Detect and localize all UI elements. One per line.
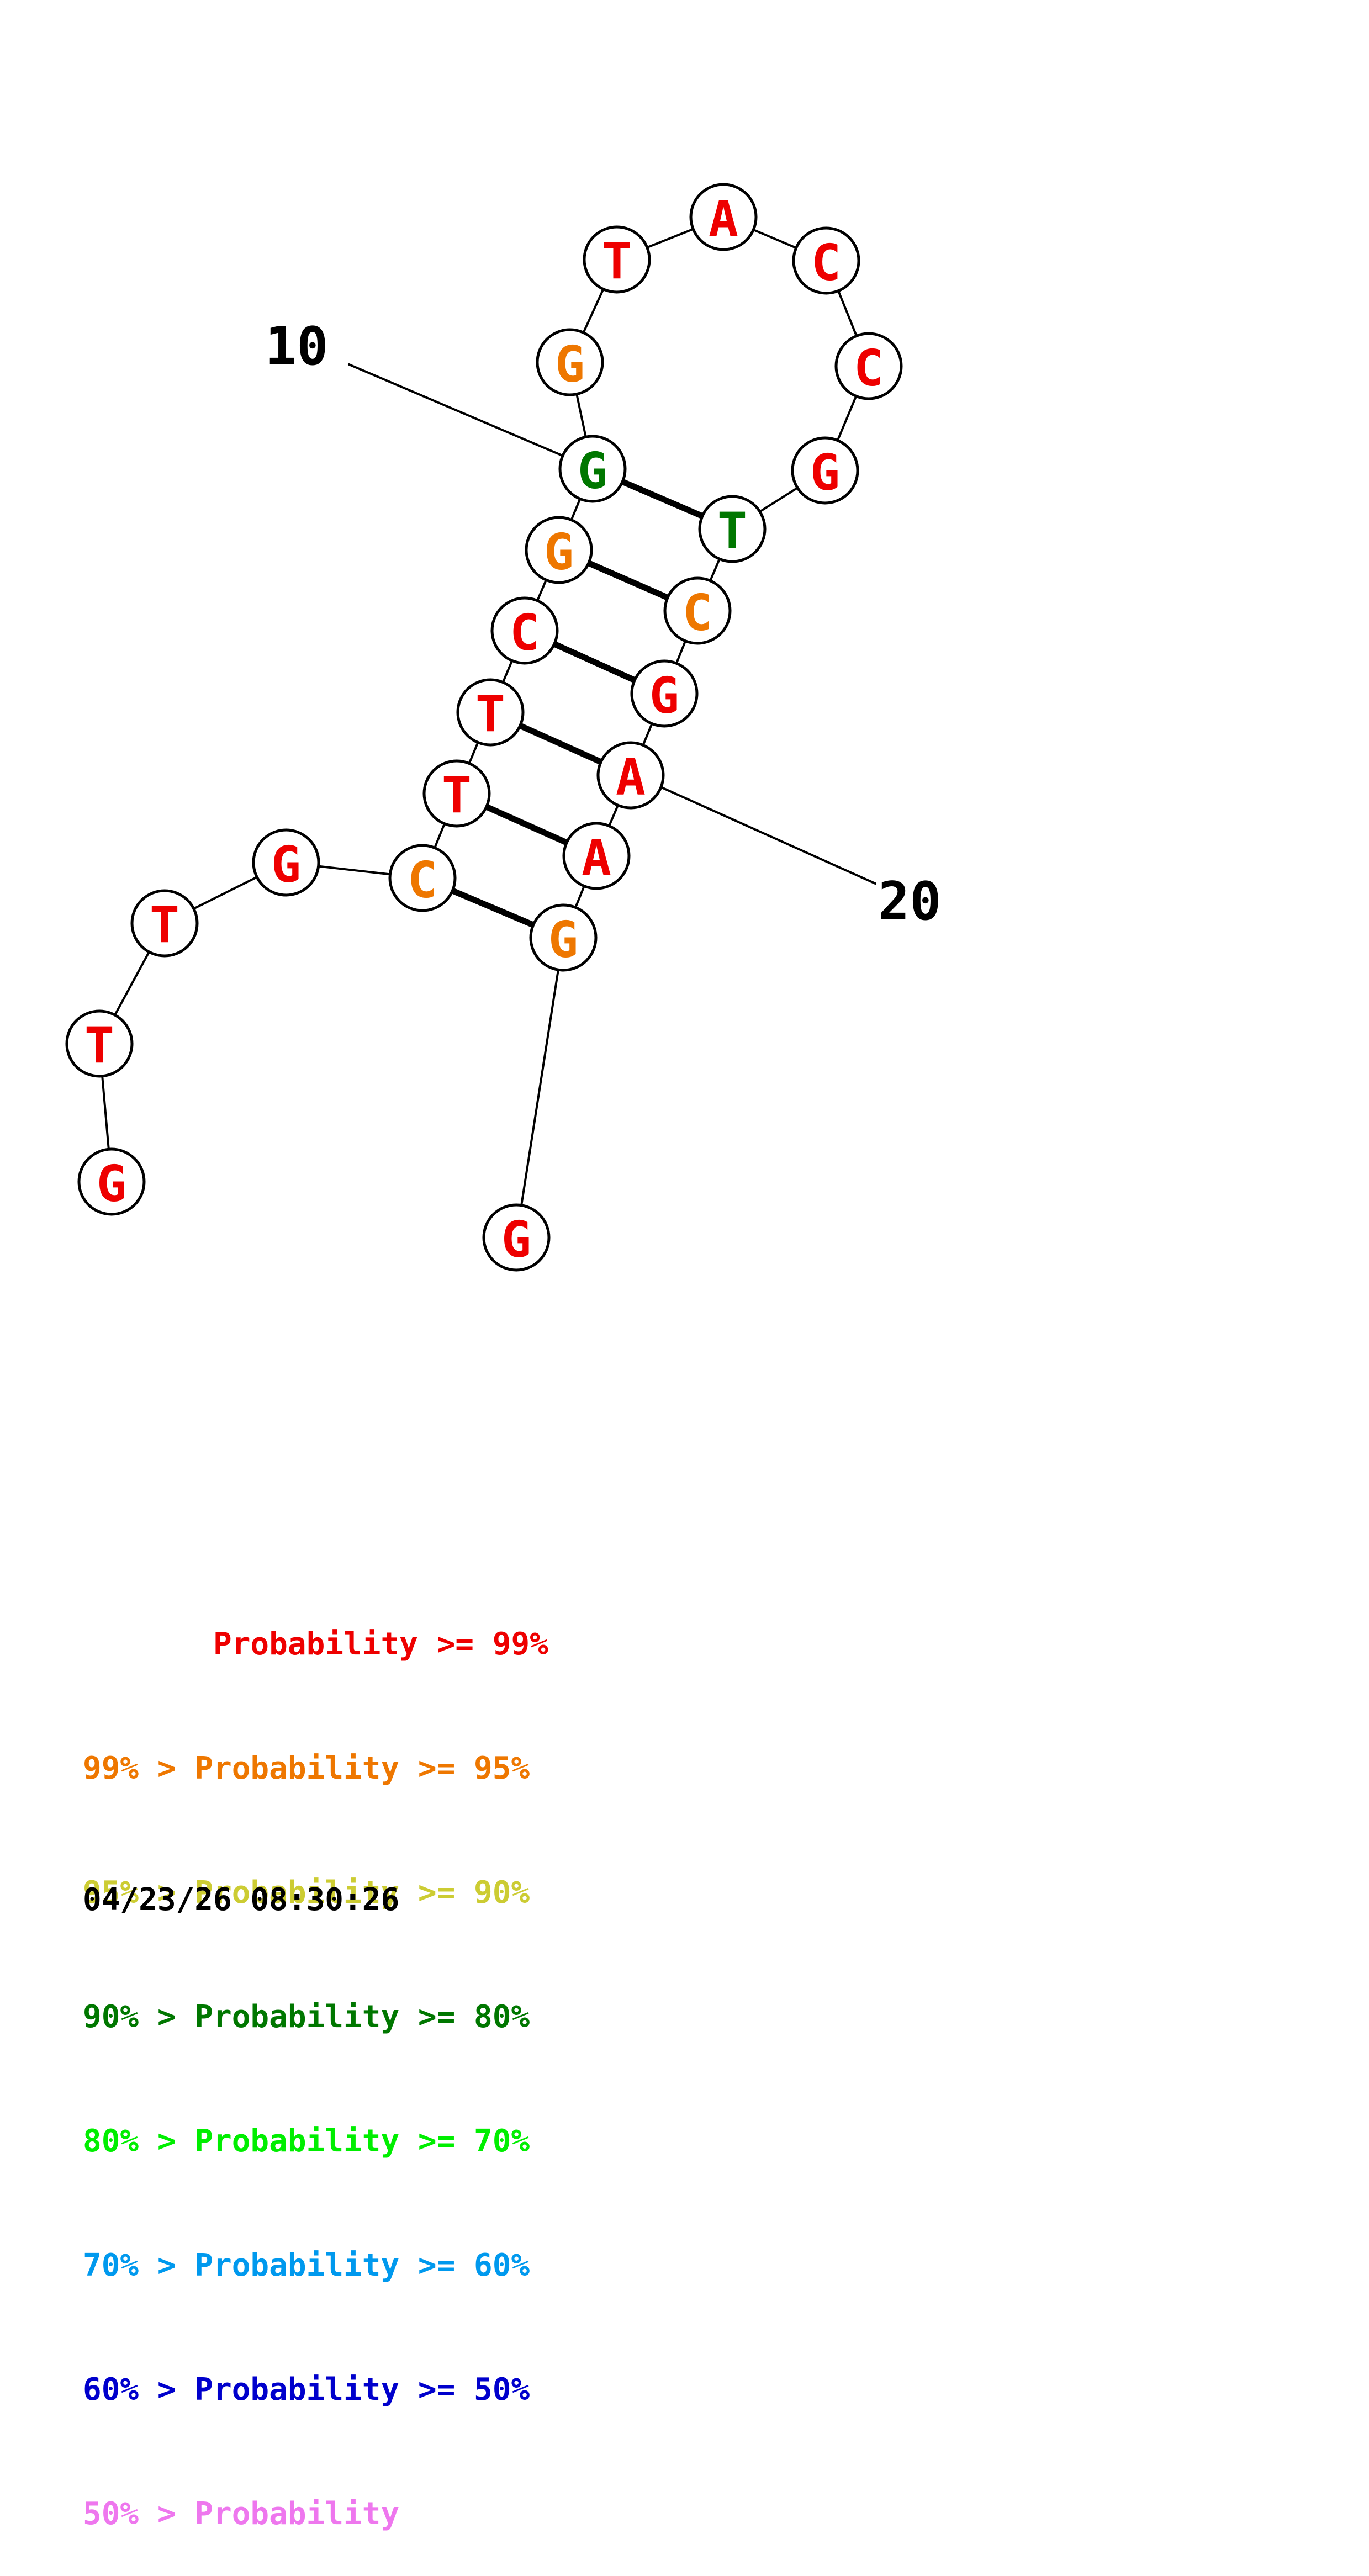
nucleotide-base: G xyxy=(97,1155,126,1213)
nucleotide-circle xyxy=(456,678,525,747)
nucleotide-circle xyxy=(562,822,631,890)
nucleotide-circle xyxy=(596,741,665,810)
nucleotide: G xyxy=(77,1147,146,1216)
nucleotide: C xyxy=(834,332,903,400)
nucleotide-circle xyxy=(388,844,457,912)
nucleotide: T xyxy=(130,889,199,958)
timestamp: 04/23/26 08:30:26 xyxy=(83,1882,400,1918)
nucleotide: T xyxy=(583,225,651,294)
nucleotide-base: T xyxy=(602,233,632,291)
nucleotide-base: C xyxy=(811,234,841,292)
nucleotide-circle xyxy=(834,332,903,400)
nucleotide-base: A xyxy=(582,829,611,887)
index-label-layer: 10 20 xyxy=(265,316,941,932)
nucleotide-circle xyxy=(529,903,598,972)
nucleotide: C xyxy=(490,596,559,665)
nucleotide-circle xyxy=(77,1147,146,1216)
nucleotide: A xyxy=(562,822,631,890)
nucleotide: G xyxy=(252,828,320,897)
index-label-line xyxy=(348,363,570,459)
nucleotide-base: C xyxy=(854,340,884,398)
nucleotide-circle xyxy=(490,596,559,665)
legend-row-p90: 95% > Probability >= 90% xyxy=(83,1875,530,1911)
nucleotide-base: T xyxy=(150,897,179,955)
nucleotide-base: T xyxy=(475,686,505,744)
nucleotide: G xyxy=(482,1203,551,1272)
nucleotide-base: G xyxy=(555,336,585,394)
nucleotide: G xyxy=(536,328,604,396)
nucleotide: C xyxy=(792,226,860,295)
nucleotide-circle xyxy=(583,225,651,294)
nucleotide: T xyxy=(422,759,491,828)
legend-row-p95: 99% > Probability >= 95% xyxy=(83,1750,530,1786)
nucleotide-circle xyxy=(252,828,320,897)
nucleotide: G xyxy=(791,436,859,505)
nucleotide-circle xyxy=(65,1009,134,1078)
nucleotide-base: A xyxy=(616,749,646,807)
index-label: 20 xyxy=(878,871,941,932)
nucleotide-base: G xyxy=(649,667,679,725)
nucleotide: G xyxy=(525,516,593,584)
backbone-link xyxy=(515,937,564,1239)
index-label: 10 xyxy=(265,316,328,377)
nucleotide-base: T xyxy=(717,502,747,560)
nucleotide: C xyxy=(663,576,732,645)
nucleotide-base: C xyxy=(683,584,712,642)
nucleotide: T xyxy=(698,495,767,563)
nucleotide-base: T xyxy=(84,1017,114,1075)
nucleotide: T xyxy=(65,1009,134,1078)
nucleotide-base: T xyxy=(442,767,472,825)
nucleotide-base: G xyxy=(544,523,574,581)
nucleotide: G xyxy=(558,435,627,503)
legend-row-p50: 60% > Probability >= 50% xyxy=(83,2372,530,2408)
nucleotide-circle xyxy=(525,516,593,584)
index-label-line xyxy=(660,786,876,885)
nucleotide-circle xyxy=(558,435,627,503)
nucleotide: A xyxy=(689,183,758,251)
nucleotide-base: G xyxy=(271,836,301,894)
nucleotide: T xyxy=(456,678,525,747)
nucleotide: G xyxy=(630,659,699,728)
nucleotide-base: C xyxy=(408,851,437,909)
nucleotide-base: C xyxy=(510,604,540,662)
nucleotide-circle xyxy=(663,576,732,645)
nucleotide-circle xyxy=(536,328,604,396)
probability-legend: Probability >= 99% 99% > Probability >= … xyxy=(83,1541,548,2576)
nucleotide-base: G xyxy=(578,442,607,500)
nucleotide-circle xyxy=(482,1203,551,1272)
nucleotide: G xyxy=(529,903,598,972)
nucleotide: C xyxy=(388,844,457,912)
legend-row-p80: 90% > Probability >= 80% xyxy=(83,1999,530,2035)
nucleotide: A xyxy=(596,741,665,810)
nucleotide-circle xyxy=(791,436,859,505)
nucleotide-base: A xyxy=(709,191,738,248)
nucleotide-circle xyxy=(689,183,758,251)
nucleotide-circle xyxy=(698,495,767,563)
legend-row-p60: 70% > Probability >= 60% xyxy=(83,2247,530,2283)
nucleotide-circle xyxy=(130,889,199,958)
legend-row-p70: 80% > Probability >= 70% xyxy=(83,2123,530,2159)
nucleotide-circle xyxy=(630,659,699,728)
index-label-lines xyxy=(348,363,876,885)
nucleotide-base: G xyxy=(548,911,578,969)
nucleotide-circle xyxy=(422,759,491,828)
nucleotide-base: G xyxy=(501,1211,531,1269)
legend-row-plow: 50% > Probability xyxy=(83,2496,400,2532)
nucleotide-circle xyxy=(792,226,860,295)
nucleotide-base: G xyxy=(810,444,840,502)
legend-row-p99: Probability >= 99% xyxy=(83,1626,548,1662)
